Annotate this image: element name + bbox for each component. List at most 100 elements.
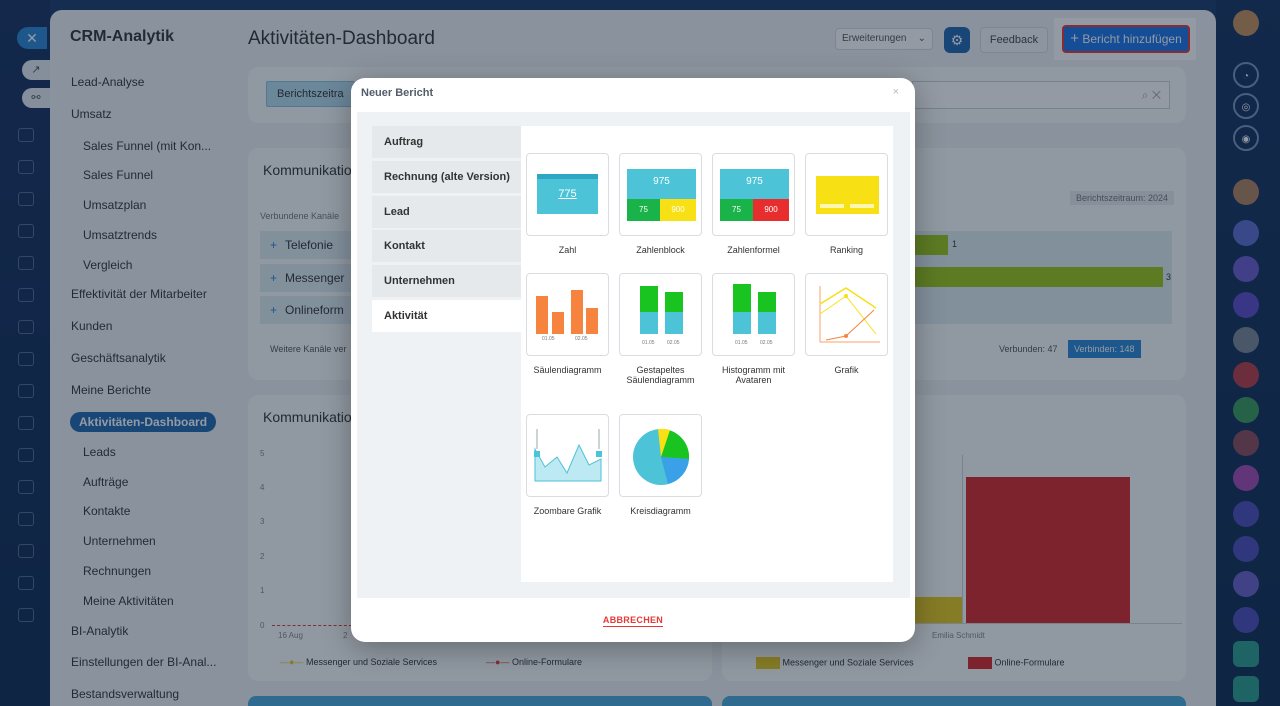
- sidebar-item[interactable]: Einstellungen der BI-Anal...: [71, 655, 217, 669]
- check-icon[interactable]: [18, 352, 34, 366]
- file-icon[interactable]: [18, 192, 34, 206]
- link-icon[interactable]: ⚯: [22, 88, 50, 108]
- sidebar-item[interactable]: Sales Funnel (mit Kon...: [83, 139, 212, 153]
- tile-ranking[interactable]: Ranking: [805, 153, 888, 255]
- search-icon[interactable]: ⌕ ✕: [1141, 88, 1161, 102]
- contact-avatar[interactable]: [1233, 292, 1259, 318]
- tile-preview: 01.05 02.05: [526, 273, 609, 356]
- preview-bar: [758, 312, 776, 334]
- sidebar-item[interactable]: Geschäftsanalytik: [71, 351, 166, 365]
- filter-icon[interactable]: [18, 416, 34, 430]
- tile-saeulendiagramm[interactable]: 01.05 02.05 Säulendiagramm: [526, 273, 609, 375]
- more-icon[interactable]: [18, 608, 34, 622]
- feedback-button[interactable]: Feedback: [980, 27, 1048, 53]
- close-icon[interactable]: ×: [892, 86, 899, 98]
- sidebar-item[interactable]: Bestandsverwaltung: [71, 687, 180, 701]
- sidebar-item[interactable]: Umsatztrends: [83, 228, 158, 242]
- robot-icon[interactable]: [18, 512, 34, 526]
- bell-icon[interactable]: ◔: [1233, 62, 1259, 88]
- contact-avatar[interactable]: [1233, 536, 1259, 562]
- tile-grafik[interactable]: Grafik: [805, 273, 888, 375]
- sidebar-item[interactable]: Sales Funnel: [83, 168, 154, 182]
- contact-avatar[interactable]: [1233, 501, 1259, 527]
- tile-kreisdiagramm[interactable]: Kreisdiagramm: [619, 414, 702, 516]
- preview-bar: [733, 312, 751, 334]
- tile-gestapeltes-saeulendiagramm[interactable]: 01.05 02.05 Gestapeltes Säulendiagramm: [619, 273, 702, 385]
- doc-icon[interactable]: [18, 128, 34, 142]
- preview-bar: [733, 284, 751, 312]
- contact-avatar[interactable]: [1233, 220, 1259, 246]
- contact-avatar[interactable]: [1233, 362, 1259, 388]
- contact-avatar[interactable]: [1233, 397, 1259, 423]
- tab-unternehmen[interactable]: Unternehmen: [372, 265, 521, 297]
- sidebar-item-active[interactable]: Aktivitäten-Dashboard: [70, 412, 217, 432]
- sidebar-item[interactable]: Meine Berichte: [71, 383, 152, 397]
- sidebar-item[interactable]: Unternehmen: [83, 534, 156, 548]
- contact-avatar[interactable]: [1233, 179, 1259, 205]
- contact-avatar[interactable]: [1233, 607, 1259, 633]
- copilot-icon[interactable]: ◎: [1233, 93, 1259, 119]
- pen-icon[interactable]: [18, 544, 34, 558]
- preview-block: [627, 169, 696, 199]
- chart-icon[interactable]: [18, 384, 34, 398]
- filter-chip[interactable]: Berichtszeitra: [266, 81, 355, 107]
- chat-icon[interactable]: [18, 288, 34, 302]
- sidebar-item[interactable]: Meine Aktivitäten: [83, 594, 174, 608]
- tile-zahl[interactable]: 775 Zahl: [526, 153, 609, 255]
- preview-value: 900: [671, 205, 685, 214]
- extensions-dropdown[interactable]: Erweiterungen ⌄: [835, 28, 933, 50]
- add-report-button[interactable]: + Bericht hinzufügen: [1062, 25, 1190, 53]
- external-link-icon[interactable]: ↗: [22, 60, 50, 80]
- sidebar-item[interactable]: Aufträge: [83, 475, 129, 489]
- close-icon[interactable]: ✕: [17, 27, 47, 49]
- sidebar-item[interactable]: Effektivität der Mitarbeiter: [71, 287, 207, 301]
- tab-auftrag[interactable]: Auftrag: [372, 126, 521, 158]
- tab-kontakt[interactable]: Kontakt: [372, 230, 521, 262]
- tile-preview: 01.05 02.05: [619, 273, 702, 356]
- lock-icon[interactable]: [1233, 676, 1259, 702]
- cart-icon[interactable]: [18, 448, 34, 462]
- line-chart-preview: [819, 286, 880, 343]
- settings-button[interactable]: ⚙: [944, 27, 970, 53]
- tab-aktivitaet[interactable]: Aktivität: [372, 300, 521, 332]
- cancel-button[interactable]: ABBRECHEN: [351, 615, 915, 627]
- sidebar-item[interactable]: BI-Analytik: [71, 624, 129, 638]
- sidebar-item[interactable]: Leads: [83, 445, 116, 459]
- tile-label: Histogramm mit Avataren: [721, 365, 785, 385]
- contact-avatar[interactable]: [1233, 465, 1259, 491]
- more-channels[interactable]: Weitere Kanäle ver: [270, 344, 347, 354]
- search-input[interactable]: ⌕ ✕: [912, 81, 1170, 109]
- legend-marker: —●—: [486, 657, 510, 667]
- sidebar-item[interactable]: Umsatz: [71, 107, 112, 121]
- tile-zahlenformel[interactable]: 975 75 900 Zahlenformel: [712, 153, 795, 255]
- connect-button[interactable]: Verbinden: 148: [1068, 340, 1141, 358]
- search-chat-icon[interactable]: ◉: [1233, 125, 1259, 151]
- tile-zoombare-grafik[interactable]: Zoombare Grafik: [526, 414, 609, 516]
- calendar-icon[interactable]: [18, 320, 34, 334]
- contact-avatar[interactable]: [1233, 571, 1259, 597]
- tab-rechnung[interactable]: Rechnung (alte Version): [372, 161, 521, 193]
- tile-zahlenblock[interactable]: 975 75 900 Zahlenblock: [619, 153, 702, 255]
- preview-block: [627, 199, 660, 221]
- contacts-icon[interactable]: [18, 160, 34, 174]
- sidebar-item[interactable]: Kunden: [71, 319, 113, 333]
- monitor-icon[interactable]: [18, 256, 34, 270]
- sidebar-item[interactable]: Rechnungen: [83, 564, 152, 578]
- tile-histogramm[interactable]: 01.05 02.05 Histogramm mit Avataren: [712, 273, 795, 385]
- card-icon[interactable]: [18, 224, 34, 238]
- inbox-icon[interactable]: [18, 576, 34, 590]
- contact-avatar[interactable]: [1233, 430, 1259, 456]
- tile-label: Gestapeltes Säulendiagramm: [626, 365, 695, 385]
- sidebar-item[interactable]: Lead-Analyse: [71, 75, 145, 89]
- tab-lead[interactable]: Lead: [372, 196, 521, 228]
- user-avatar[interactable]: [1233, 10, 1259, 36]
- contact-avatar[interactable]: [1233, 256, 1259, 282]
- sidebar-item[interactable]: Umsatzplan: [83, 198, 147, 212]
- tasks-icon[interactable]: [1233, 641, 1259, 667]
- x-axis: [914, 623, 1182, 624]
- target-icon[interactable]: [18, 480, 34, 494]
- contact-avatar[interactable]: [1233, 327, 1259, 353]
- plus-icon: +: [270, 238, 278, 252]
- sidebar-item[interactable]: Vergleich: [83, 258, 133, 272]
- sidebar-item[interactable]: Kontakte: [83, 504, 131, 518]
